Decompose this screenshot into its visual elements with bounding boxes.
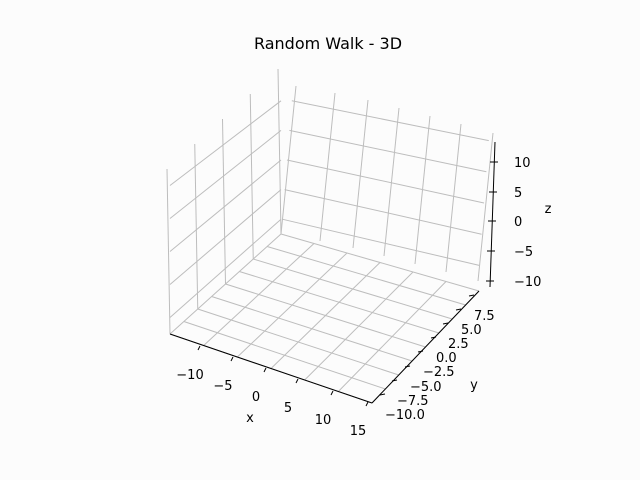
z-tick-label: 5 [514,186,522,201]
y-tick-label: 5.0 [461,323,482,338]
x-tick [330,390,334,396]
y-tick-label: 7.5 [474,309,495,324]
tick-label-layer: −10 −5 0 5 10 15 −10.0−7.5−5.0−2.50.02.55.07.5… [176,156,541,439]
x-tick [197,345,201,351]
grid-line-floor-y [211,296,413,362]
z-axis-label: z [545,202,552,217]
y-tick [379,393,386,396]
y-tick-label: −2.5 [423,365,455,380]
grid-line-floor-y [183,321,386,390]
y-tick [391,379,398,382]
y-tick-label: −10.0 [385,408,425,423]
grid-line-floor-y [280,233,480,292]
grid-line-back-vertical [352,99,369,249]
x-tick-label: 5 [284,401,292,416]
grid-line-back-horizontal [284,189,482,235]
y-tick [442,322,449,325]
grid-line-floor-y [239,271,440,334]
z-tick-label: 10 [514,156,531,171]
x-tick-label: 0 [252,390,260,405]
z-tick-label: −5 [514,245,533,260]
grid-line-left-vertical [166,168,171,335]
y-tick-label: −7.5 [397,394,429,409]
z-axis-line [489,141,496,288]
z-tick-label: 0 [514,215,522,230]
x-tick [365,401,369,407]
grid-line-back-vertical [383,107,400,257]
x-tick-label: −5 [213,379,232,394]
y-tick [455,308,462,311]
grid-line-floor-y [253,258,453,320]
grid-line-left-vertical [194,143,199,310]
x-axis-line [169,333,373,404]
y-tick [430,336,437,339]
grid-line-left-vertical [277,68,282,235]
grid-line-left-horizontal [169,159,282,252]
grid-line-left-vertical [222,118,226,285]
x-tick-label: 15 [350,424,367,439]
grid-line-left-horizontal [169,189,282,285]
y-axis-line [371,290,480,404]
z-tick-label: −10 [514,275,541,290]
x-tick [295,378,299,384]
axis-layer [169,141,498,407]
grid-line-back-horizontal [286,159,485,204]
x-axis-label: x [246,411,254,426]
y-tick [468,294,475,297]
y-tick-label: −5.0 [410,380,442,395]
grid-line-back-vertical [445,123,462,273]
x-tick-label: −10 [176,368,203,383]
grid-line-back-vertical [477,132,494,282]
grid-line-floor-y [266,246,466,306]
grid-line-back-horizontal [289,129,487,173]
y-tick [417,350,424,353]
x-tick-label: 10 [315,413,332,428]
grid-line-left-horizontal [169,218,282,318]
grid-line-left-horizontal [169,130,282,219]
grid-line-left-vertical [249,93,254,260]
y-tick-label: 2.5 [448,337,469,352]
chart-title: Random Walk - 3D [254,34,402,53]
grid-layer [166,68,494,404]
grid-line-back-horizontal [291,100,489,142]
grid-line-floor-y [197,308,399,376]
grid-line-back-vertical [319,92,336,242]
y-tick [404,365,411,368]
y-tick-label: 0.0 [436,351,457,366]
grid-line-back-horizontal [282,218,480,266]
grid-line-left-horizontal [169,100,282,186]
x-tick [263,367,267,373]
y-axis-label: y [470,378,478,393]
x-tick [230,356,234,362]
grid-line-floor-y [225,283,426,348]
